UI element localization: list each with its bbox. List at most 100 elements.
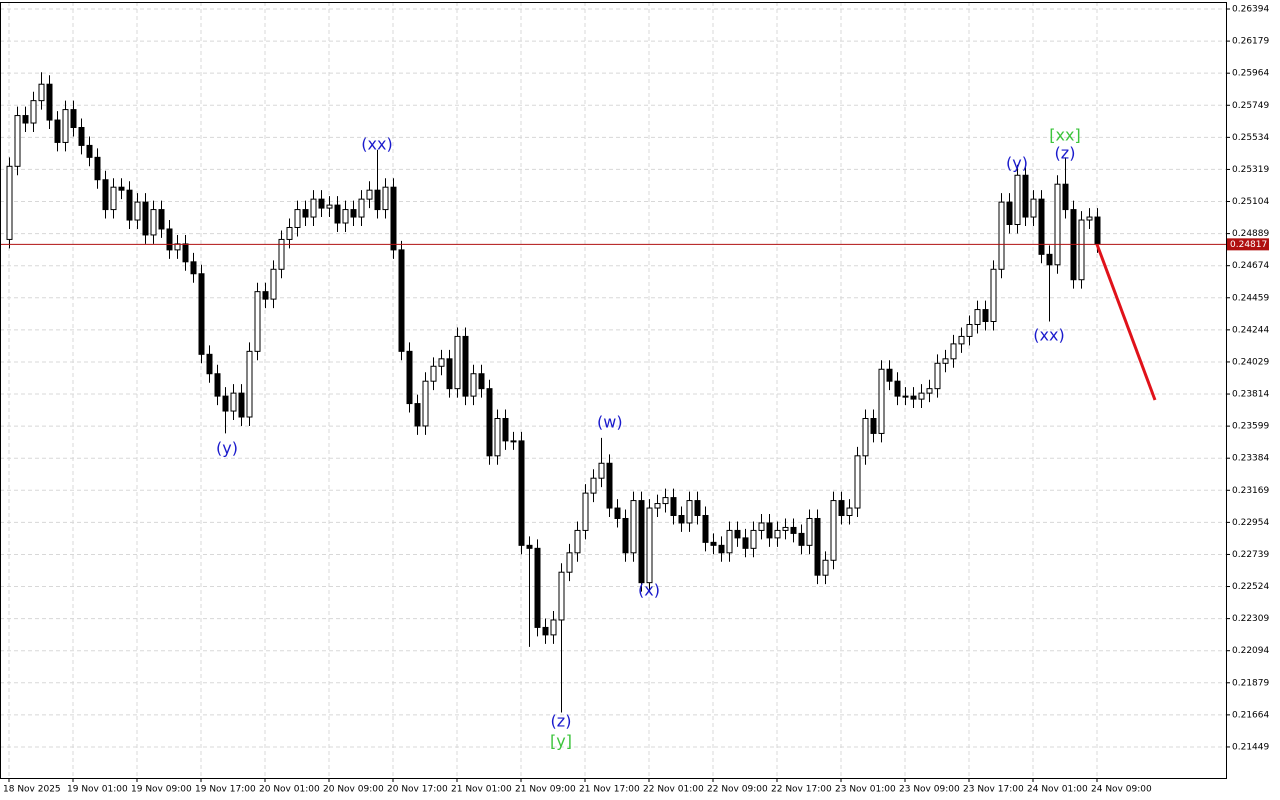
- candle-body: [134, 201, 141, 221]
- candle-body: [182, 243, 189, 263]
- candle-body: [998, 201, 1005, 270]
- x-tick-label: 21 Nov 09:00: [515, 785, 576, 795]
- candle-body: [118, 186, 125, 191]
- candle-body: [78, 127, 85, 146]
- x-tick-label: 23 Nov 01:00: [835, 785, 896, 795]
- candle-body: [238, 392, 245, 418]
- candle-body: [734, 529, 741, 539]
- candle-body: [838, 500, 845, 517]
- candle-body: [342, 209, 349, 224]
- x-tick-label: 18 Nov 2025: [3, 785, 61, 795]
- candle-body: [486, 388, 493, 457]
- x-tick-label: 23 Nov 09:00: [899, 785, 960, 795]
- candle-body: [374, 189, 381, 211]
- candle-body: [510, 440, 517, 443]
- candle-body: [358, 198, 365, 218]
- candle-body: [1038, 198, 1045, 255]
- candle-body: [1054, 183, 1061, 266]
- candle-body: [1094, 216, 1101, 245]
- candle-body: [54, 119, 61, 143]
- candle-body: [534, 547, 541, 628]
- candle-body: [110, 186, 117, 211]
- candle-body: [446, 358, 453, 390]
- candle-body: [918, 392, 925, 400]
- candle-body: [798, 532, 805, 546]
- candle-body: [542, 626, 549, 636]
- y-tick-label: 0.23384: [1232, 454, 1269, 464]
- x-tick-label: 24 Nov 09:00: [1091, 785, 1152, 795]
- candle-body: [1062, 183, 1069, 211]
- candle-body: [270, 268, 277, 300]
- candle-body: [630, 500, 637, 554]
- candle-body: [862, 418, 869, 457]
- y-tick-label: 0.24029: [1232, 357, 1269, 367]
- y-tick-label: 0.21879: [1232, 678, 1269, 688]
- candle-body: [230, 392, 237, 412]
- candle-body: [6, 165, 13, 240]
- candle-body: [974, 309, 981, 325]
- candle-body: [406, 350, 413, 405]
- candle-body: [438, 358, 445, 367]
- candle-body: [910, 395, 917, 400]
- candle-body: [30, 100, 37, 124]
- marks-layer: (y)(xx)(w)(z)[y](x)(y)[xx](z)(xx): [0, 72, 1226, 751]
- candle-body: [670, 497, 677, 517]
- candle-body: [726, 529, 733, 554]
- candle-body: [598, 462, 605, 479]
- x-tick-label: 20 Nov 17:00: [387, 785, 448, 795]
- y-tick-label: 0.24459: [1232, 293, 1269, 303]
- wave-label: [xx]: [1049, 126, 1080, 145]
- forecast-line: [1095, 243, 1157, 401]
- candle-body: [830, 500, 837, 561]
- candle-body: [942, 358, 949, 364]
- candle-body: [582, 492, 589, 531]
- plot-border: [0, 2, 1227, 779]
- candle-body: [86, 144, 93, 158]
- candle-body: [766, 522, 773, 539]
- candle-body: [214, 373, 221, 397]
- candle-body: [686, 500, 693, 524]
- y-tick-label: 0.22309: [1232, 614, 1269, 624]
- candle-body: [950, 343, 957, 360]
- axes-layer: 0.26394 0.26179 0.25964 0.25749 0.25534 0.253…: [3, 5, 1269, 795]
- candle-body: [1006, 201, 1013, 226]
- candle-body: [990, 268, 997, 323]
- candle-body: [758, 522, 765, 531]
- candle-body: [470, 373, 477, 397]
- x-tick-label: 22 Nov 09:00: [707, 785, 768, 795]
- candle-body: [294, 209, 301, 228]
- y-tick-label: 0.24889: [1232, 229, 1269, 239]
- candle-body: [198, 273, 205, 355]
- y-tick-label: 0.25534: [1232, 133, 1269, 143]
- y-tick-label: 0.22094: [1232, 646, 1269, 656]
- candle-body: [558, 571, 565, 621]
- candle-body: [430, 365, 437, 382]
- wave-label: (xx): [361, 134, 392, 153]
- wave-label: (z): [551, 712, 572, 731]
- candle-body: [246, 350, 253, 418]
- candle-body: [550, 619, 557, 636]
- x-tick-label: 19 Nov 01:00: [67, 785, 128, 795]
- candle-body: [14, 115, 21, 167]
- wave-label: (xx): [1033, 325, 1064, 344]
- candle-body: [806, 517, 813, 546]
- x-tick-label: 21 Nov 17:00: [579, 785, 640, 795]
- x-tick-label: 19 Nov 09:00: [131, 785, 192, 795]
- candle-body: [38, 83, 45, 102]
- candle-body: [286, 226, 293, 240]
- y-tick-label: 0.23169: [1232, 486, 1269, 496]
- x-tick-label: 23 Nov 17:00: [963, 785, 1024, 795]
- candle-body: [494, 418, 501, 457]
- candle-body: [142, 201, 149, 236]
- candle-body: [1014, 174, 1021, 226]
- candle-body: [822, 559, 829, 576]
- candle-body: [574, 529, 581, 554]
- candle-body: [382, 186, 389, 211]
- candle-body: [94, 156, 101, 181]
- x-tick-label: 22 Nov 17:00: [771, 785, 832, 795]
- candle-body: [846, 507, 853, 517]
- y-tick-label: 0.21449: [1232, 742, 1269, 752]
- y-tick-label: 0.22739: [1232, 550, 1269, 560]
